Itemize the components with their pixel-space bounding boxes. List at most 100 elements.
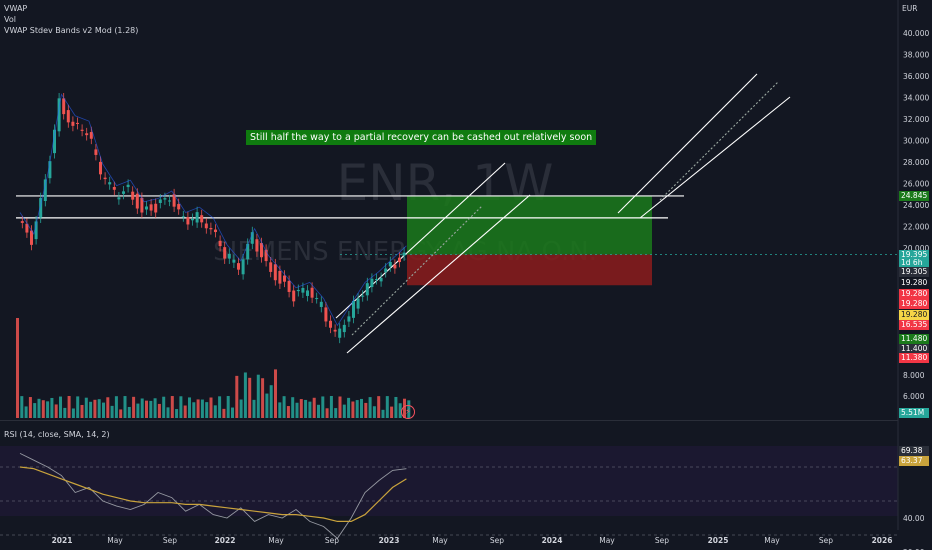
legend-volume[interactable]: Vol — [4, 15, 16, 24]
candle-body — [99, 161, 102, 175]
volume-bar — [20, 396, 24, 418]
price-badge: 19.280 — [899, 310, 929, 320]
volume-bar — [394, 396, 398, 418]
candle-body — [375, 279, 378, 281]
candle-body — [85, 133, 89, 136]
volume-bar — [209, 397, 213, 418]
candle-body — [209, 228, 213, 230]
volume-bar — [360, 398, 363, 418]
volume-bar — [261, 378, 265, 418]
price-tick: 20.000 — [903, 244, 929, 253]
volume-bar — [338, 396, 342, 418]
volume-bar — [114, 396, 118, 418]
price-badge: 19.305 — [899, 267, 929, 277]
candle-body — [71, 121, 75, 126]
price-badge: 1d 6h — [899, 258, 929, 268]
volume-bar — [153, 398, 157, 418]
volume-bar — [123, 396, 127, 418]
candle-body — [237, 263, 240, 270]
candle-body — [154, 203, 158, 213]
rsi-ma-line — [19, 466, 407, 522]
volume-bar — [80, 404, 84, 418]
legend-vwap-bands[interactable]: VWAP Stdev Bands v2 Mod (1.28) — [4, 26, 139, 35]
volume-bar — [282, 396, 286, 418]
price-badge: 19.280 — [899, 299, 929, 309]
price-badge: 24.845 — [899, 191, 929, 201]
time-tick: May — [107, 536, 123, 545]
volume-bar — [317, 404, 320, 418]
volume-bar — [235, 375, 239, 418]
candle-body — [103, 177, 107, 180]
time-tick: 2026 — [872, 536, 893, 545]
volume-bar — [196, 399, 200, 418]
candle-body — [218, 240, 222, 247]
volume-bar — [299, 399, 303, 418]
candle-body — [356, 298, 360, 309]
volume-bar — [218, 396, 222, 418]
volume-bar — [295, 402, 299, 418]
volume-bar — [398, 403, 402, 418]
candle-body — [342, 324, 346, 333]
volume-bar — [63, 407, 67, 418]
candle-body — [112, 186, 116, 190]
candle-body — [186, 217, 190, 225]
candle-body — [89, 132, 93, 139]
loss-zone — [407, 254, 652, 286]
volume-bar — [84, 397, 88, 418]
candle-body — [352, 300, 355, 318]
volume-bar — [222, 408, 226, 418]
price-tick: 34.000 — [903, 94, 929, 103]
candle-body — [149, 204, 153, 211]
volume-bar — [200, 399, 204, 418]
candle-body — [25, 223, 29, 233]
candle-body — [66, 110, 70, 123]
volume-bar — [157, 403, 161, 418]
candle-body — [255, 239, 259, 252]
time-tick: Sep — [490, 536, 504, 545]
candle-body — [195, 212, 199, 223]
candle-body — [163, 198, 167, 200]
candle-body — [260, 243, 263, 258]
chart-annotation[interactable]: Still half the way to a partial recovery… — [246, 130, 597, 145]
candle-body — [264, 249, 268, 262]
candle-body — [402, 252, 406, 256]
volume-bar — [334, 408, 338, 418]
candle-body — [145, 206, 148, 210]
candle-body — [200, 215, 204, 223]
candle-body — [223, 247, 227, 259]
vwap-line — [19, 93, 407, 327]
volume-bar — [170, 396, 174, 418]
volume-bar — [342, 404, 346, 418]
candle-body — [292, 290, 296, 302]
candle-body — [278, 270, 282, 284]
candle-body — [324, 307, 328, 322]
rsi-line — [19, 452, 407, 540]
candle-body — [306, 290, 309, 296]
time-tick: May — [764, 536, 780, 545]
rsi-band — [0, 446, 898, 516]
candle-body — [246, 243, 250, 260]
volume-bar — [106, 397, 110, 418]
volume-bar — [28, 397, 32, 418]
volume-bar — [54, 404, 58, 418]
price-badge: 5.51M — [899, 408, 929, 418]
candle-body — [296, 289, 300, 292]
volume-bar — [312, 397, 316, 418]
trend-channel-line — [659, 81, 779, 201]
volume-bar — [175, 409, 179, 418]
price-badge: 69.38 — [899, 446, 929, 456]
price-tick: 32.000 — [903, 115, 929, 124]
candle-body — [319, 301, 323, 307]
volume-bar — [308, 401, 312, 418]
candle-body — [172, 194, 176, 207]
volume-bar — [119, 409, 123, 418]
legend-vwap[interactable]: VWAP — [4, 4, 28, 13]
volume-bar — [127, 406, 131, 418]
lightning-icon[interactable]: ⚡ — [401, 405, 415, 419]
legend-rsi[interactable]: RSI (14, close, SMA, 14, 2) — [4, 430, 110, 439]
volume-bar — [243, 372, 247, 418]
time-tick: 2022 — [215, 536, 236, 545]
volume-bar — [231, 407, 234, 418]
candle-body — [204, 223, 208, 229]
